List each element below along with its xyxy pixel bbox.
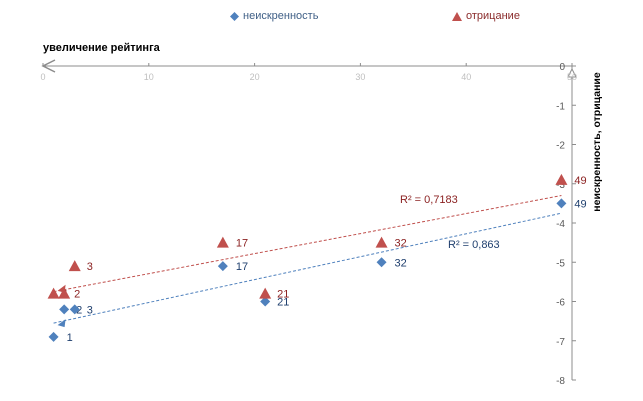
data-label: 49 [574,198,586,210]
diamond-marker-icon [230,11,239,21]
x-axis-title: увеличение рейтинга [43,42,160,54]
data-point-triangle [555,173,568,185]
data-label: 17 [236,238,248,250]
data-point-diamond [260,296,271,307]
data-point-diamond [376,257,387,268]
y-tick-label: -3 [556,180,565,191]
y-tick-label: 0 [559,62,565,73]
data-label: 21 [277,297,289,309]
trendline [53,195,562,293]
data-point-diamond [217,261,228,272]
data-point-triangle [259,287,272,299]
data-label: 2 [74,289,80,301]
x-tick-label: 40 [461,72,471,82]
y-tick-label: -2 [556,141,565,152]
data-label: 21 [277,289,289,301]
triangle-marker-icon [452,11,462,21]
data-point-triangle [375,236,388,248]
y-tick-label: -8 [556,376,565,387]
data-point-diamond [69,304,80,315]
trendline-arrowhead [57,319,66,328]
x-tick-label: 30 [355,72,365,82]
y-axis-arrow [567,67,577,78]
data-label: 49 [574,175,586,187]
legend-item-denial: отрицание [452,10,520,22]
legend-label-denial: отрицание [466,10,520,22]
x-tick-label: 0 [40,72,45,82]
data-point-triangle [47,287,60,299]
x-tick-label: 50 [567,72,577,82]
data-point-diamond [556,198,567,209]
data-point-diamond [59,304,70,315]
r2-label: R² = 0,863 [448,239,500,251]
data-label: 3 [87,261,93,273]
y-tick-label: -1 [556,101,565,112]
x-tick-label: 10 [144,72,154,82]
y-tick-label: -6 [556,298,565,309]
data-label: 32 [395,257,407,269]
y-tick-label: -7 [556,337,565,348]
data-point-triangle [58,287,71,299]
y-tick-label: -4 [556,219,565,230]
data-point-diamond [48,331,59,342]
legend-label-insincerity: неискренность [243,10,319,22]
x-tick-label: 20 [250,72,260,82]
data-label: 17 [236,261,248,273]
data-point-triangle [216,236,229,248]
y-tick-label: -5 [556,258,565,269]
data-label: 1 [67,332,73,344]
data-label: 32 [395,238,407,250]
r2-label: R² = 0,7183 [400,194,458,206]
trendline [53,212,562,324]
data-point-triangle [68,260,81,272]
data-label: 3 [87,304,93,316]
legend-item-insincerity: неискренность [230,10,318,22]
data-label: 2 [76,304,82,316]
